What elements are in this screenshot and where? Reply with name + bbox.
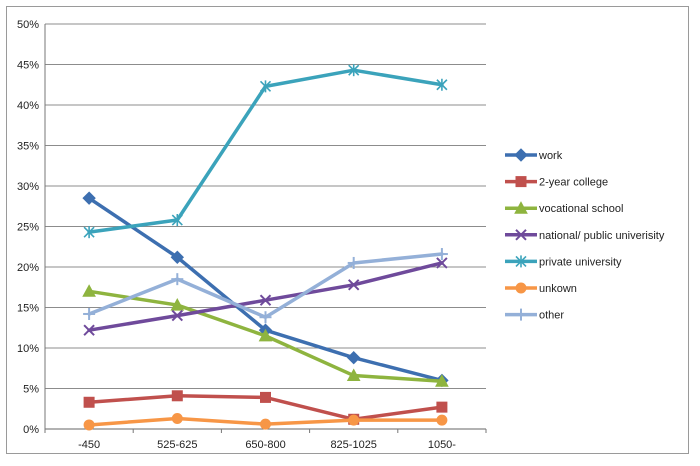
- chart-frame: 0% 5% 10% 15% 20% 25% 30% 35% 40% 45% 50% -450 525-6…: [6, 6, 689, 454]
- legend-item: national/ public univerisity: [505, 229, 665, 242]
- legend-marker: [515, 282, 527, 294]
- data-point: [436, 401, 448, 413]
- y-tick-label: 30%: [17, 181, 39, 193]
- x-tick-label: 650-800: [245, 439, 285, 451]
- legend-label: private university: [539, 256, 622, 268]
- legend-item: work: [505, 148, 563, 162]
- data-point: [347, 256, 360, 269]
- data-point: [170, 298, 185, 311]
- y-tick-label: 40%: [17, 100, 39, 112]
- data-point: [260, 391, 271, 403]
- series-other: [83, 248, 448, 324]
- data-point: [436, 257, 448, 269]
- data-point: [348, 414, 360, 426]
- legend-marker: [514, 201, 528, 214]
- data-point: [171, 273, 184, 286]
- legend-marker: [515, 308, 527, 321]
- data-point: [259, 80, 272, 93]
- y-tick-label: 35%: [17, 141, 39, 153]
- cropped-bottom-fragment: [0, 458, 700, 466]
- y-tick-label: 45%: [17, 60, 39, 72]
- legend-label: 2-year college: [539, 177, 608, 189]
- data-point: [259, 311, 272, 324]
- x-tick-label: 525-625: [157, 439, 197, 451]
- data-point: [258, 328, 273, 342]
- series-line: [87, 68, 444, 234]
- legend-item: unkown: [505, 282, 577, 295]
- data-point: [83, 419, 95, 431]
- y-tick-label: 20%: [17, 262, 39, 274]
- legend-item: 2-year college: [505, 176, 608, 189]
- series-lines: [82, 64, 449, 431]
- data-point: [83, 396, 95, 408]
- data-point: [348, 64, 360, 77]
- data-point: [83, 226, 95, 239]
- y-tick-label: 25%: [17, 222, 39, 234]
- data-point: [82, 284, 96, 297]
- legend-label: work: [538, 150, 563, 162]
- data-point: [171, 309, 184, 322]
- legend-label: unkown: [539, 283, 577, 295]
- legend-label: other: [539, 310, 564, 322]
- data-point: [436, 414, 448, 426]
- y-tick-label: 0%: [23, 424, 39, 436]
- data-point: [83, 307, 96, 320]
- data-point: [171, 412, 183, 424]
- data-point: [435, 374, 449, 387]
- legend-marker: [515, 255, 527, 268]
- data-point: [435, 248, 448, 261]
- legend: work 2-year college vocational school natio…: [505, 148, 665, 322]
- data-point: [260, 418, 271, 430]
- y-tick-label: 5%: [23, 384, 39, 396]
- legend-label: vocational school: [539, 203, 623, 215]
- data-point: [171, 390, 183, 402]
- x-tick-label: 825-1025: [330, 439, 377, 451]
- y-tick-label: 50%: [17, 19, 39, 31]
- data-point: [346, 368, 361, 382]
- axes: 0% 5% 10% 15% 20% 25% 30% 35% 40% 45% 50% -450 525-6…: [17, 19, 487, 451]
- cropped-title-fragment: [60, 0, 620, 4]
- data-point: [82, 191, 96, 205]
- data-point: [346, 351, 361, 365]
- legend-marker: [515, 176, 527, 188]
- legend-label: national/ public univerisity: [539, 230, 665, 242]
- legend-item: private university: [505, 255, 622, 268]
- y-tick-label: 15%: [17, 303, 39, 315]
- data-point: [436, 78, 448, 91]
- series-private-university: [83, 64, 448, 239]
- series-national-public-univerisity: [83, 257, 448, 336]
- data-point: [171, 214, 183, 227]
- series-unkown: [83, 412, 448, 431]
- legend-item: vocational school: [505, 201, 623, 215]
- legend-item: other: [505, 308, 564, 322]
- legend-marker: [514, 148, 528, 162]
- x-tick-label: 1050-: [428, 439, 456, 451]
- series-work: [82, 191, 449, 388]
- legend-marker: [515, 229, 527, 241]
- x-tick-label: -450: [78, 439, 100, 451]
- line-chart: 0% 5% 10% 15% 20% 25% 30% 35% 40% 45% 50% -450 525-6…: [17, 19, 665, 451]
- series-vocational-school: [82, 284, 449, 387]
- data-point: [83, 324, 95, 336]
- data-point: [259, 294, 272, 306]
- data-point: [347, 279, 360, 291]
- y-tick-label: 10%: [17, 343, 39, 355]
- data-point: [170, 250, 185, 264]
